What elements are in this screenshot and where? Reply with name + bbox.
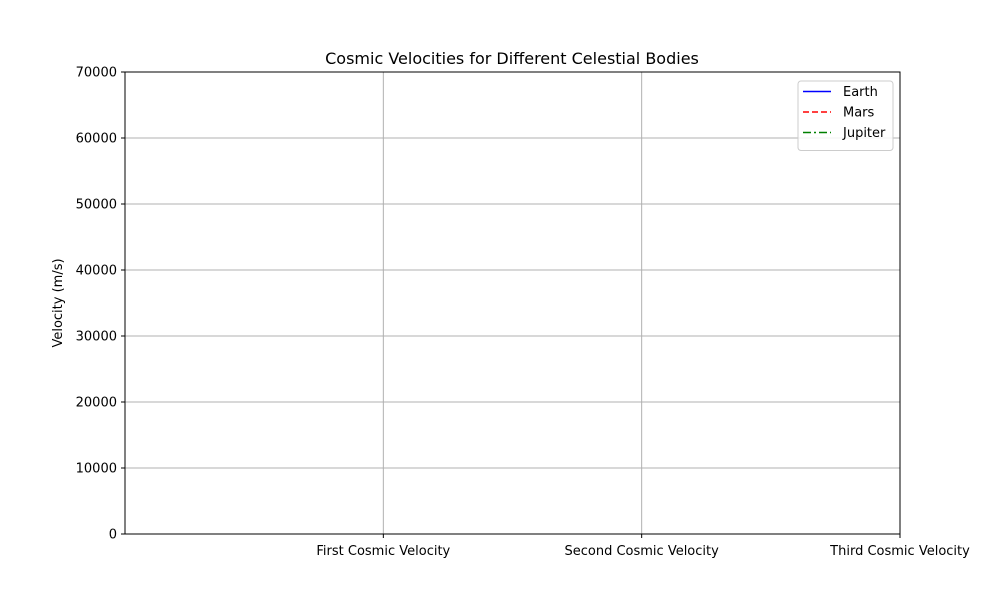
legend-label-earth: Earth <box>843 85 878 100</box>
y-tick-label: 60000 <box>76 132 117 147</box>
grid <box>125 71 901 535</box>
legend-label-mars: Mars <box>843 106 875 121</box>
x-tick-label: Second Cosmic Velocity <box>564 544 719 559</box>
y-tick-label: 20000 <box>76 396 117 411</box>
y-tick-label: 30000 <box>76 330 117 345</box>
y-tick-label: 10000 <box>76 462 117 477</box>
legend[interactable]: Earth Mars Jupiter <box>797 80 894 151</box>
x-axis: First Cosmic Velocity Second Cosmic Veloc… <box>316 534 970 559</box>
x-tick-label: First Cosmic Velocity <box>316 544 450 559</box>
y-tick-label: 40000 <box>76 264 117 279</box>
y-axis: 0 10000 20000 30000 40000 50000 60000 70000 <box>76 66 125 543</box>
chart-title: Cosmic Velocities for Different Celestia… <box>325 49 699 68</box>
y-axis-label: Velocity (m/s) <box>51 258 66 347</box>
y-tick-label: 0 <box>109 528 117 543</box>
legend-label-jupiter: Jupiter <box>842 126 886 141</box>
y-tick-label: 70000 <box>76 66 117 81</box>
y-tick-label: 50000 <box>76 198 117 213</box>
x-tick-label: Third Cosmic Velocity <box>829 544 970 559</box>
plot-area <box>124 71 901 535</box>
